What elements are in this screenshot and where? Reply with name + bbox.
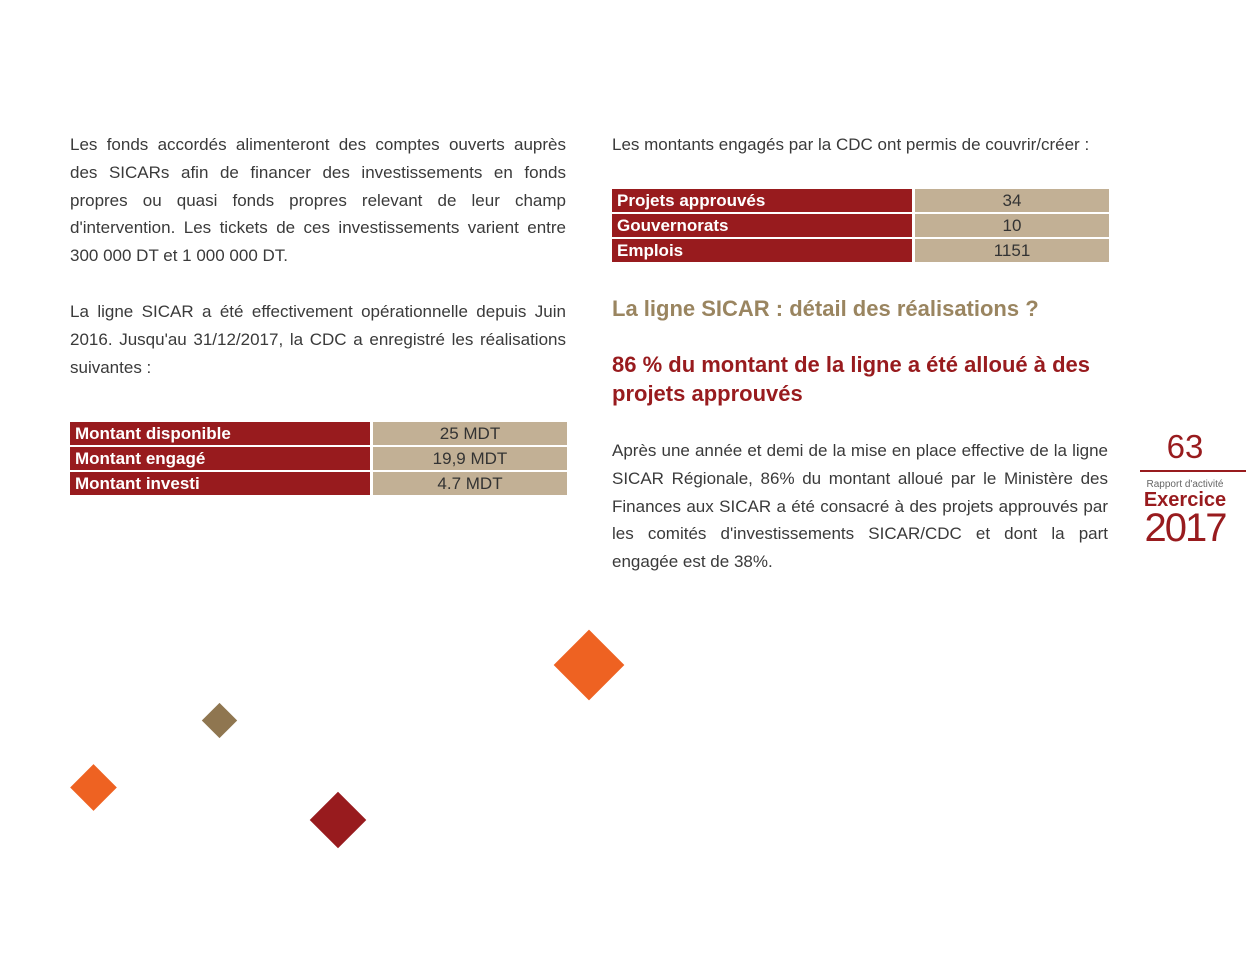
diamond-decoration-brown (201, 702, 238, 739)
row-label: Montant investi (70, 472, 373, 495)
section-heading: La ligne SICAR : détail des réalisations… (612, 296, 1039, 321)
row-value: 34 (915, 189, 1109, 212)
row-value: 19,9 MDT (373, 447, 567, 470)
paragraph-sicar-line: La ligne SICAR a été effectivement opéra… (70, 302, 566, 377)
row-label: Projets approuvés (612, 189, 915, 212)
paragraph-details: Après une année et demi de la mise en pl… (612, 441, 1108, 572)
diamond-decoration-orange-small (70, 764, 117, 811)
results-table: Projets approuvés 34 Gouvernorats 10 Emplo… (612, 187, 1109, 264)
diamond-decoration-orange-large (553, 629, 625, 701)
year-label: 2017 (1144, 506, 1228, 550)
diamond-decoration-red (309, 791, 367, 849)
table-row: Montant investi 4.7 MDT (70, 472, 567, 495)
table-row: Gouvernorats 10 (612, 214, 1109, 237)
row-label: Gouvernorats (612, 214, 915, 237)
amounts-table: Montant disponible 25 MDT Montant engagé 1… (70, 420, 567, 497)
divider (1140, 470, 1246, 472)
row-value: 1151 (915, 239, 1109, 262)
paragraph-funds: Les fonds accordés alimenteront des comp… (70, 135, 566, 266)
row-label: Emplois (612, 239, 915, 262)
table-row: Montant disponible 25 MDT (70, 422, 567, 445)
report-label: Rapport d'activité (1146, 479, 1224, 490)
page-number: 63 (1166, 428, 1204, 465)
exercise-label: Exercice (1143, 489, 1227, 511)
table-row: Montant engagé 19,9 MDT (70, 447, 567, 470)
row-value: 25 MDT (373, 422, 567, 445)
row-value: 4.7 MDT (373, 472, 567, 495)
row-label: Montant disponible (70, 422, 373, 445)
paragraph-intro: Les montants engagés par la CDC ont perm… (612, 135, 1090, 154)
table-row: Emplois 1151 (612, 239, 1109, 262)
table-row: Projets approuvés 34 (612, 189, 1109, 212)
highlight-heading: 86 % du montant de la ligne a été alloué… (612, 352, 1091, 406)
row-value: 10 (915, 214, 1109, 237)
row-label: Montant engagé (70, 447, 373, 470)
